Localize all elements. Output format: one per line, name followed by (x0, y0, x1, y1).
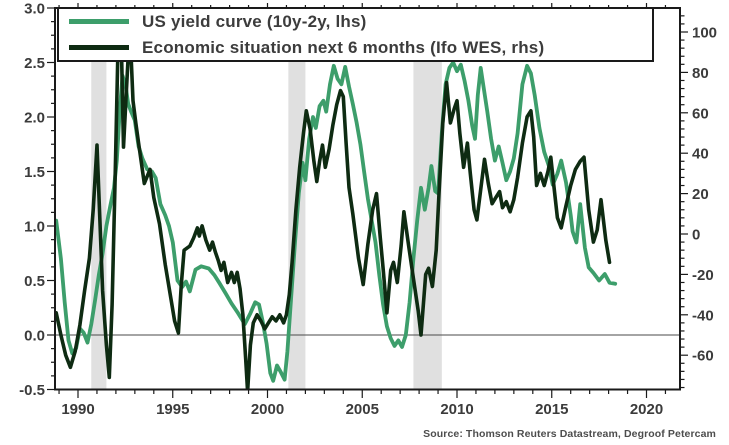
right-axis-tick-label: 40 (692, 146, 709, 163)
right-axis-tick-label: 100 (692, 25, 717, 42)
left-axis-tick-label: 1.0 (24, 219, 45, 236)
source-attribution: Source: Thomson Reuters Datastream, Degr… (423, 428, 716, 440)
x-axis-tick-label: 2000 (251, 401, 284, 418)
right-axis-tick-label: 0 (692, 227, 700, 244)
left-axis-tick-label: 2.0 (24, 110, 45, 127)
legend-row-ifo-wes: Economic situation next 6 months (Ifo WE… (59, 37, 652, 59)
legend-box: US yield curve (10y-2y, lhs) Economic si… (57, 7, 654, 62)
right-axis-tick-label: -40 (692, 307, 714, 324)
legend-row-yield-curve: US yield curve (10y-2y, lhs) (59, 11, 652, 33)
left-axis-tick-label: 3.0 (24, 1, 45, 18)
left-axis-tick-label: 0.5 (24, 273, 45, 290)
right-axis-tick-label: 80 (692, 65, 709, 82)
ifo-wes-series-line (55, 54, 612, 390)
yield-curve-legend-label: US yield curve (10y-2y, lhs) (142, 11, 367, 31)
x-axis-tick-label: 2020 (630, 401, 663, 418)
right-axis-tick-label: 60 (692, 105, 709, 122)
yield-curve-legend-swatch (69, 19, 129, 24)
series-layer (55, 54, 618, 390)
x-axis-tick-label: 2015 (535, 401, 568, 418)
x-axis-tick-label: 1995 (156, 401, 189, 418)
x-axis-tick-label: 2010 (440, 401, 473, 418)
right-axis-tick-label: -20 (692, 267, 714, 284)
left-axis-tick-label: 0.0 (24, 328, 45, 345)
ifo-wes-legend-label: Economic situation next 6 months (Ifo WE… (142, 37, 545, 57)
right-axis-tick-label: 20 (692, 186, 709, 203)
right-axis-tick-label: -60 (692, 348, 714, 365)
x-axis-tick-label: 2005 (346, 401, 379, 418)
left-axis-tick-label: -0.5 (19, 382, 45, 399)
left-axis-tick-label: 1.5 (24, 164, 45, 181)
x-axis-tick-label: 1990 (61, 401, 94, 418)
ifo-wes-legend-swatch (69, 45, 129, 50)
left-axis-tick-label: 2.5 (24, 55, 45, 72)
